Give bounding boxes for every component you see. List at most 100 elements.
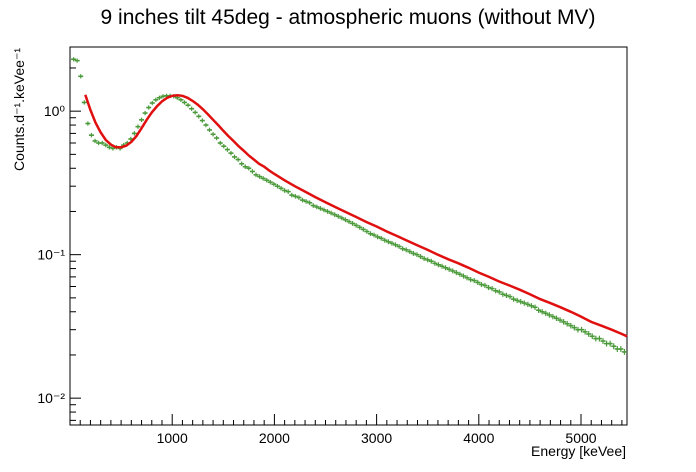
data-point xyxy=(511,296,517,302)
data-point xyxy=(303,199,309,204)
data-point xyxy=(460,273,466,279)
data-point xyxy=(528,303,534,309)
data-point xyxy=(496,289,502,295)
data-point xyxy=(325,209,331,214)
data-point xyxy=(235,157,241,162)
data-point xyxy=(149,100,155,106)
data-point xyxy=(546,312,552,318)
y-tick-label: 10⁻¹ xyxy=(37,247,65,263)
data-point xyxy=(360,227,366,232)
data-point xyxy=(317,206,323,211)
axis-ticks xyxy=(70,67,623,425)
data-point xyxy=(310,203,316,208)
data-point xyxy=(210,132,216,137)
data-point xyxy=(289,192,295,198)
data-point xyxy=(85,121,91,126)
data-point xyxy=(382,237,388,243)
data-point xyxy=(224,147,230,152)
data-point xyxy=(618,346,624,352)
data-point xyxy=(203,122,209,128)
data-point xyxy=(207,127,213,133)
data-point xyxy=(586,331,592,337)
plot-frame xyxy=(69,46,628,426)
data-point xyxy=(242,164,248,169)
data-point xyxy=(249,169,255,174)
fit-curve xyxy=(84,94,628,338)
data-point xyxy=(335,213,341,219)
chart-title: 9 inches tilt 45deg - atmospheric muons … xyxy=(101,6,596,29)
data-point xyxy=(346,219,352,224)
data-point xyxy=(407,249,413,255)
data-point xyxy=(500,291,506,297)
data-point xyxy=(596,335,602,342)
data-point xyxy=(428,258,434,264)
data-point xyxy=(371,232,377,238)
data-point xyxy=(450,268,456,274)
data-point xyxy=(435,262,441,268)
data-point xyxy=(543,310,549,317)
data-point xyxy=(468,277,474,283)
data-point xyxy=(267,179,273,185)
data-point xyxy=(400,246,406,252)
data-point xyxy=(332,212,338,217)
data-point xyxy=(153,97,159,102)
data-point xyxy=(357,224,363,230)
data-point xyxy=(607,340,613,347)
data-point xyxy=(464,275,470,281)
data-point xyxy=(393,242,399,248)
data-points xyxy=(71,57,627,355)
x-axis-label: Energy [keVee] xyxy=(531,443,626,459)
data-point xyxy=(106,145,112,150)
data-point xyxy=(264,178,270,183)
data-point xyxy=(364,229,370,234)
data-point xyxy=(421,256,427,261)
data-point xyxy=(571,324,577,331)
x-tick-label: 2000 xyxy=(259,430,290,446)
data-point xyxy=(239,161,245,166)
data-point xyxy=(81,100,87,105)
data-point xyxy=(214,135,220,141)
data-point xyxy=(232,154,238,160)
data-point xyxy=(185,103,191,108)
data-point xyxy=(532,304,538,310)
data-point xyxy=(414,252,420,258)
data-point xyxy=(217,140,223,146)
data-point xyxy=(621,348,627,355)
data-point xyxy=(228,150,234,156)
data-point xyxy=(539,309,545,315)
data-point xyxy=(342,217,348,223)
data-point xyxy=(582,328,588,335)
y-axis-label: Counts.d⁻¹.keVee⁻¹ xyxy=(11,48,27,171)
x-tick-label: 4000 xyxy=(463,430,494,446)
data-point xyxy=(432,260,438,266)
data-point xyxy=(443,265,449,271)
data-point xyxy=(486,284,492,291)
data-point xyxy=(367,231,373,237)
data-point xyxy=(425,257,431,263)
data-point xyxy=(589,333,595,340)
data-point xyxy=(389,240,395,246)
data-point xyxy=(142,110,148,116)
data-point xyxy=(403,247,409,253)
data-point xyxy=(92,138,98,144)
data-point xyxy=(518,299,524,305)
data-point xyxy=(253,172,259,178)
data-point xyxy=(478,281,484,288)
data-point xyxy=(192,110,198,115)
data-point xyxy=(156,95,162,100)
data-point xyxy=(99,140,105,146)
data-point xyxy=(503,292,509,299)
data-point xyxy=(507,293,513,300)
x-tick-label: 5000 xyxy=(565,430,596,446)
data-point xyxy=(521,300,527,306)
data-point xyxy=(482,282,488,289)
data-point xyxy=(475,279,481,286)
data-point xyxy=(196,114,202,119)
data-point xyxy=(489,286,495,292)
data-point xyxy=(328,210,334,216)
data-point xyxy=(410,250,416,256)
data-point xyxy=(271,181,277,187)
data-point xyxy=(296,195,302,200)
data-point xyxy=(181,100,187,105)
